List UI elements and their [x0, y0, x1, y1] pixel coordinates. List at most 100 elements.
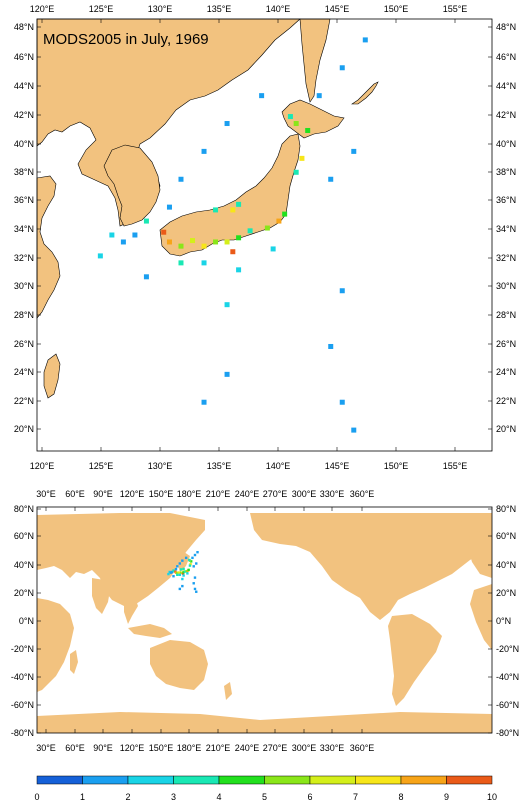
data-cell: [178, 571, 182, 575]
africa-right: [470, 584, 492, 650]
data-cell: [178, 562, 182, 565]
world-lat-tick-label-left: 80°N: [14, 504, 34, 514]
top-lat-tick-label-left: 38°N: [14, 167, 34, 177]
data-cell: [179, 571, 183, 574]
colorbar-box: [446, 775, 493, 785]
world-lat-tick-label-left: 60°N: [14, 531, 34, 541]
colorbar-label: 5: [262, 792, 267, 802]
colorbar-box: [309, 775, 356, 785]
data-cell: [201, 148, 207, 154]
data-cell: [287, 114, 293, 120]
top-lat-tick-label-left: 22°N: [14, 396, 34, 406]
data-cell: [224, 371, 230, 377]
data-cell: [236, 267, 242, 273]
top-lat-tick-label-right: 34°N: [496, 224, 516, 234]
top-lat-tick-label-right: 44°N: [496, 81, 516, 91]
top-lat-tick-label-right: 22°N: [496, 396, 516, 406]
world-lon-tick-label-bottom: 180°E: [177, 743, 202, 753]
world-lat-tick-label-left: -40°N: [11, 672, 34, 682]
data-cell: [230, 249, 236, 255]
korea-peninsula: [103, 144, 161, 227]
taiwan-island: [43, 353, 61, 399]
data-cell: [224, 302, 230, 308]
data-cell: [176, 573, 179, 576]
colorbar-label: 6: [307, 792, 312, 802]
data-cell: [192, 582, 195, 585]
world-lat-tick-label-right: -80°N: [496, 728, 519, 738]
data-cell: [189, 563, 192, 566]
world-lat-tick-label-right: 80°N: [496, 504, 516, 514]
world-lon-tick-label-bottom: 60°E: [65, 743, 85, 753]
data-cell: [182, 574, 185, 577]
data-cell: [339, 65, 345, 71]
top-lon-tick-label-top: 130°E: [148, 4, 173, 14]
observation-cells-world: [167, 551, 199, 593]
top-lat-tick-label-right: 42°N: [496, 110, 516, 120]
world-lat-tick-label-right: -40°N: [496, 672, 519, 682]
africa-landmass: [37, 598, 74, 692]
world-map-lon-ticks-bottom: 30°E 60°E 90°E 120°E 150°E 180°E 210°E 240°E 270…: [36, 729, 374, 753]
top-lon-tick-label-top: 120°E: [30, 4, 55, 14]
world-lat-tick-label-left: 40°N: [14, 560, 34, 570]
colorbar-box: [82, 775, 129, 785]
top-lon-tick-label-bottom: 145°E: [325, 461, 350, 471]
data-cell: [143, 218, 149, 224]
data-cell: [201, 243, 207, 249]
top-lat-tick-label-left: 34°N: [14, 224, 34, 234]
data-cell: [166, 239, 172, 245]
data-cell: [171, 570, 174, 574]
world-map-lon-ticks-top: 30°E 60°E 90°E 120°E 150°E 180°E 210°E 240°E 270…: [36, 489, 374, 511]
world-lat-tick-label-right: 0°N: [496, 616, 511, 626]
data-cell: [143, 274, 149, 280]
europe-right: [468, 528, 492, 578]
colorbar-box: [218, 775, 265, 785]
data-cell: [193, 553, 197, 557]
data-cell: [168, 570, 171, 574]
world-lon-tick-label-bottom: 330°E: [320, 743, 345, 753]
data-cell: [178, 587, 182, 591]
top-map-lat-ticks-left: 48°N 46°N 44°N 42°N 40°N 38°N 36°N 34°N 32°N 30°N…: [14, 22, 41, 434]
top-map-lon-ticks-top: 120°E 125°E 130°E 135°E 140°E 145°E 150°E 155°E: [30, 4, 467, 23]
data-cell: [169, 571, 173, 574]
colorbar-box: [264, 775, 311, 785]
data-cell: [328, 343, 334, 349]
world-lon-tick-label-top: 60°E: [65, 489, 85, 499]
colorbar-boxes: [36, 775, 493, 785]
top-lat-tick-label-right: 48°N: [496, 22, 516, 32]
top-lon-tick-label-bottom: 140°E: [266, 461, 291, 471]
data-cell: [193, 576, 197, 579]
data-cell: [282, 211, 288, 217]
data-cell: [195, 562, 198, 565]
world-lon-tick-label-bottom: 270°E: [263, 743, 288, 753]
top-lon-tick-label-top: 140°E: [266, 4, 291, 14]
top-lat-tick-label-left: 32°N: [14, 253, 34, 263]
colorbar-label: 1: [80, 792, 85, 802]
data-cell: [276, 218, 282, 224]
sakhalin-island: [299, 18, 331, 103]
data-cell: [299, 155, 305, 161]
world-lat-tick-label-right: 20°N: [496, 588, 516, 598]
data-cell: [172, 569, 175, 572]
world-lon-tick-label-top: 90°E: [93, 489, 113, 499]
greenland: [420, 513, 462, 548]
data-cell: [193, 587, 197, 591]
colorbar-label: 3: [171, 792, 176, 802]
top-lon-tick-label-bottom: 130°E: [148, 461, 173, 471]
data-cell: [177, 571, 180, 574]
data-cell: [161, 229, 167, 235]
data-cell: [109, 232, 115, 238]
data-cell: [328, 176, 334, 182]
world-lat-tick-label-right: -20°N: [496, 644, 519, 654]
data-cell: [176, 571, 179, 575]
data-cell: [213, 207, 219, 213]
data-cell: [187, 568, 190, 572]
china-coast: [36, 175, 61, 319]
top-lat-tick-label-left: 44°N: [14, 81, 34, 91]
top-lon-tick-label-top: 125°E: [89, 4, 114, 14]
world-lat-tick-label-left: 20°N: [14, 588, 34, 598]
top-map-frame: [36, 18, 493, 452]
colorbar-label: 0: [34, 792, 39, 802]
top-lon-tick-label-top: 145°E: [325, 4, 350, 14]
india-subcontinent: [92, 578, 110, 614]
world-land-shapes: [37, 513, 492, 733]
